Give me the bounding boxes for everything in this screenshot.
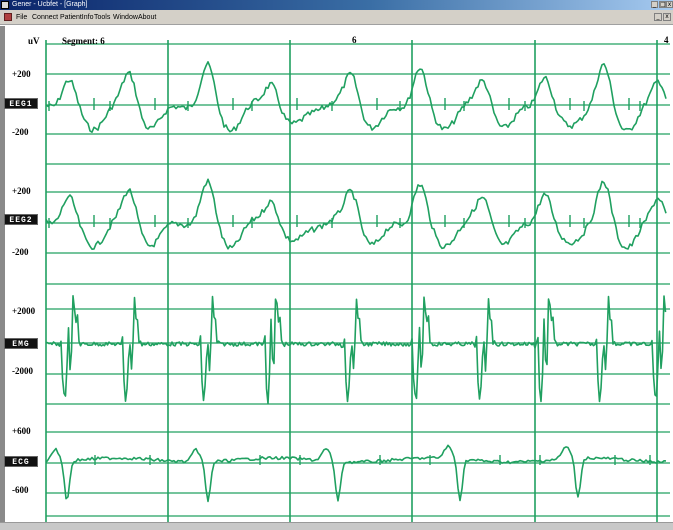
mdi-close-button[interactable]: x [663, 13, 671, 21]
app-icon[interactable] [1, 1, 9, 9]
menu-tools[interactable]: Tools [94, 14, 111, 21]
channel-tag-emg[interactable]: EMG [4, 338, 38, 349]
menu-about[interactable]: About [138, 14, 157, 21]
eeg1-scale-bottom: -200 [12, 127, 29, 137]
emg-scale-bottom: -2000 [12, 366, 33, 376]
menu-window[interactable]: Window [113, 14, 138, 21]
scale-panel [0, 26, 46, 530]
unit-label: uV [28, 36, 40, 46]
signal-traces [45, 61, 667, 503]
mdi-minimize-button[interactable]: _ [654, 13, 662, 21]
trace-eeg1 [45, 61, 667, 133]
segment-marker-end: 4 [664, 35, 669, 45]
window-title: Gener - Ucbfet - [Graph] [12, 1, 88, 8]
channel-tag-eeg1[interactable]: EEG1 [4, 98, 38, 109]
menu-bar: File Connect PatientInfo Tools Window Ab… [0, 10, 673, 25]
segment-marker-mid: 6 [352, 35, 357, 45]
close-button[interactable]: x [666, 1, 673, 8]
menu-connect[interactable]: Connect [32, 14, 59, 21]
graph-svg [45, 40, 670, 522]
segment-label: Segment: 6 [62, 36, 105, 46]
document-icon[interactable] [4, 13, 12, 21]
left-edge-strip [0, 26, 5, 530]
menu-file[interactable]: File [16, 14, 28, 21]
status-bar [0, 522, 673, 530]
channel-tag-ecg[interactable]: ECG [4, 456, 38, 467]
channel-tag-eeg2[interactable]: EEG2 [4, 214, 38, 225]
event-ticks [48, 98, 651, 465]
ecg-scale-top: +600 [12, 426, 31, 436]
eeg2-scale-bottom: -200 [12, 247, 29, 257]
maximize-button[interactable]: □ [659, 1, 666, 8]
graph-grid [45, 40, 670, 522]
eeg2-scale-top: +200 [12, 186, 31, 196]
graph-area [0, 26, 673, 522]
ecg-scale-bottom: -600 [12, 485, 29, 495]
emg-scale-top: +2000 [12, 306, 36, 316]
eeg1-scale-top: +200 [12, 69, 31, 79]
minimize-button[interactable]: _ [651, 1, 658, 8]
title-bar: Gener - Ucbfet - [Graph] _ □ x [0, 0, 673, 10]
trace-eeg2 [45, 178, 667, 250]
trace-emg [45, 295, 667, 405]
menu-patientinfo[interactable]: PatientInfo [60, 14, 94, 21]
